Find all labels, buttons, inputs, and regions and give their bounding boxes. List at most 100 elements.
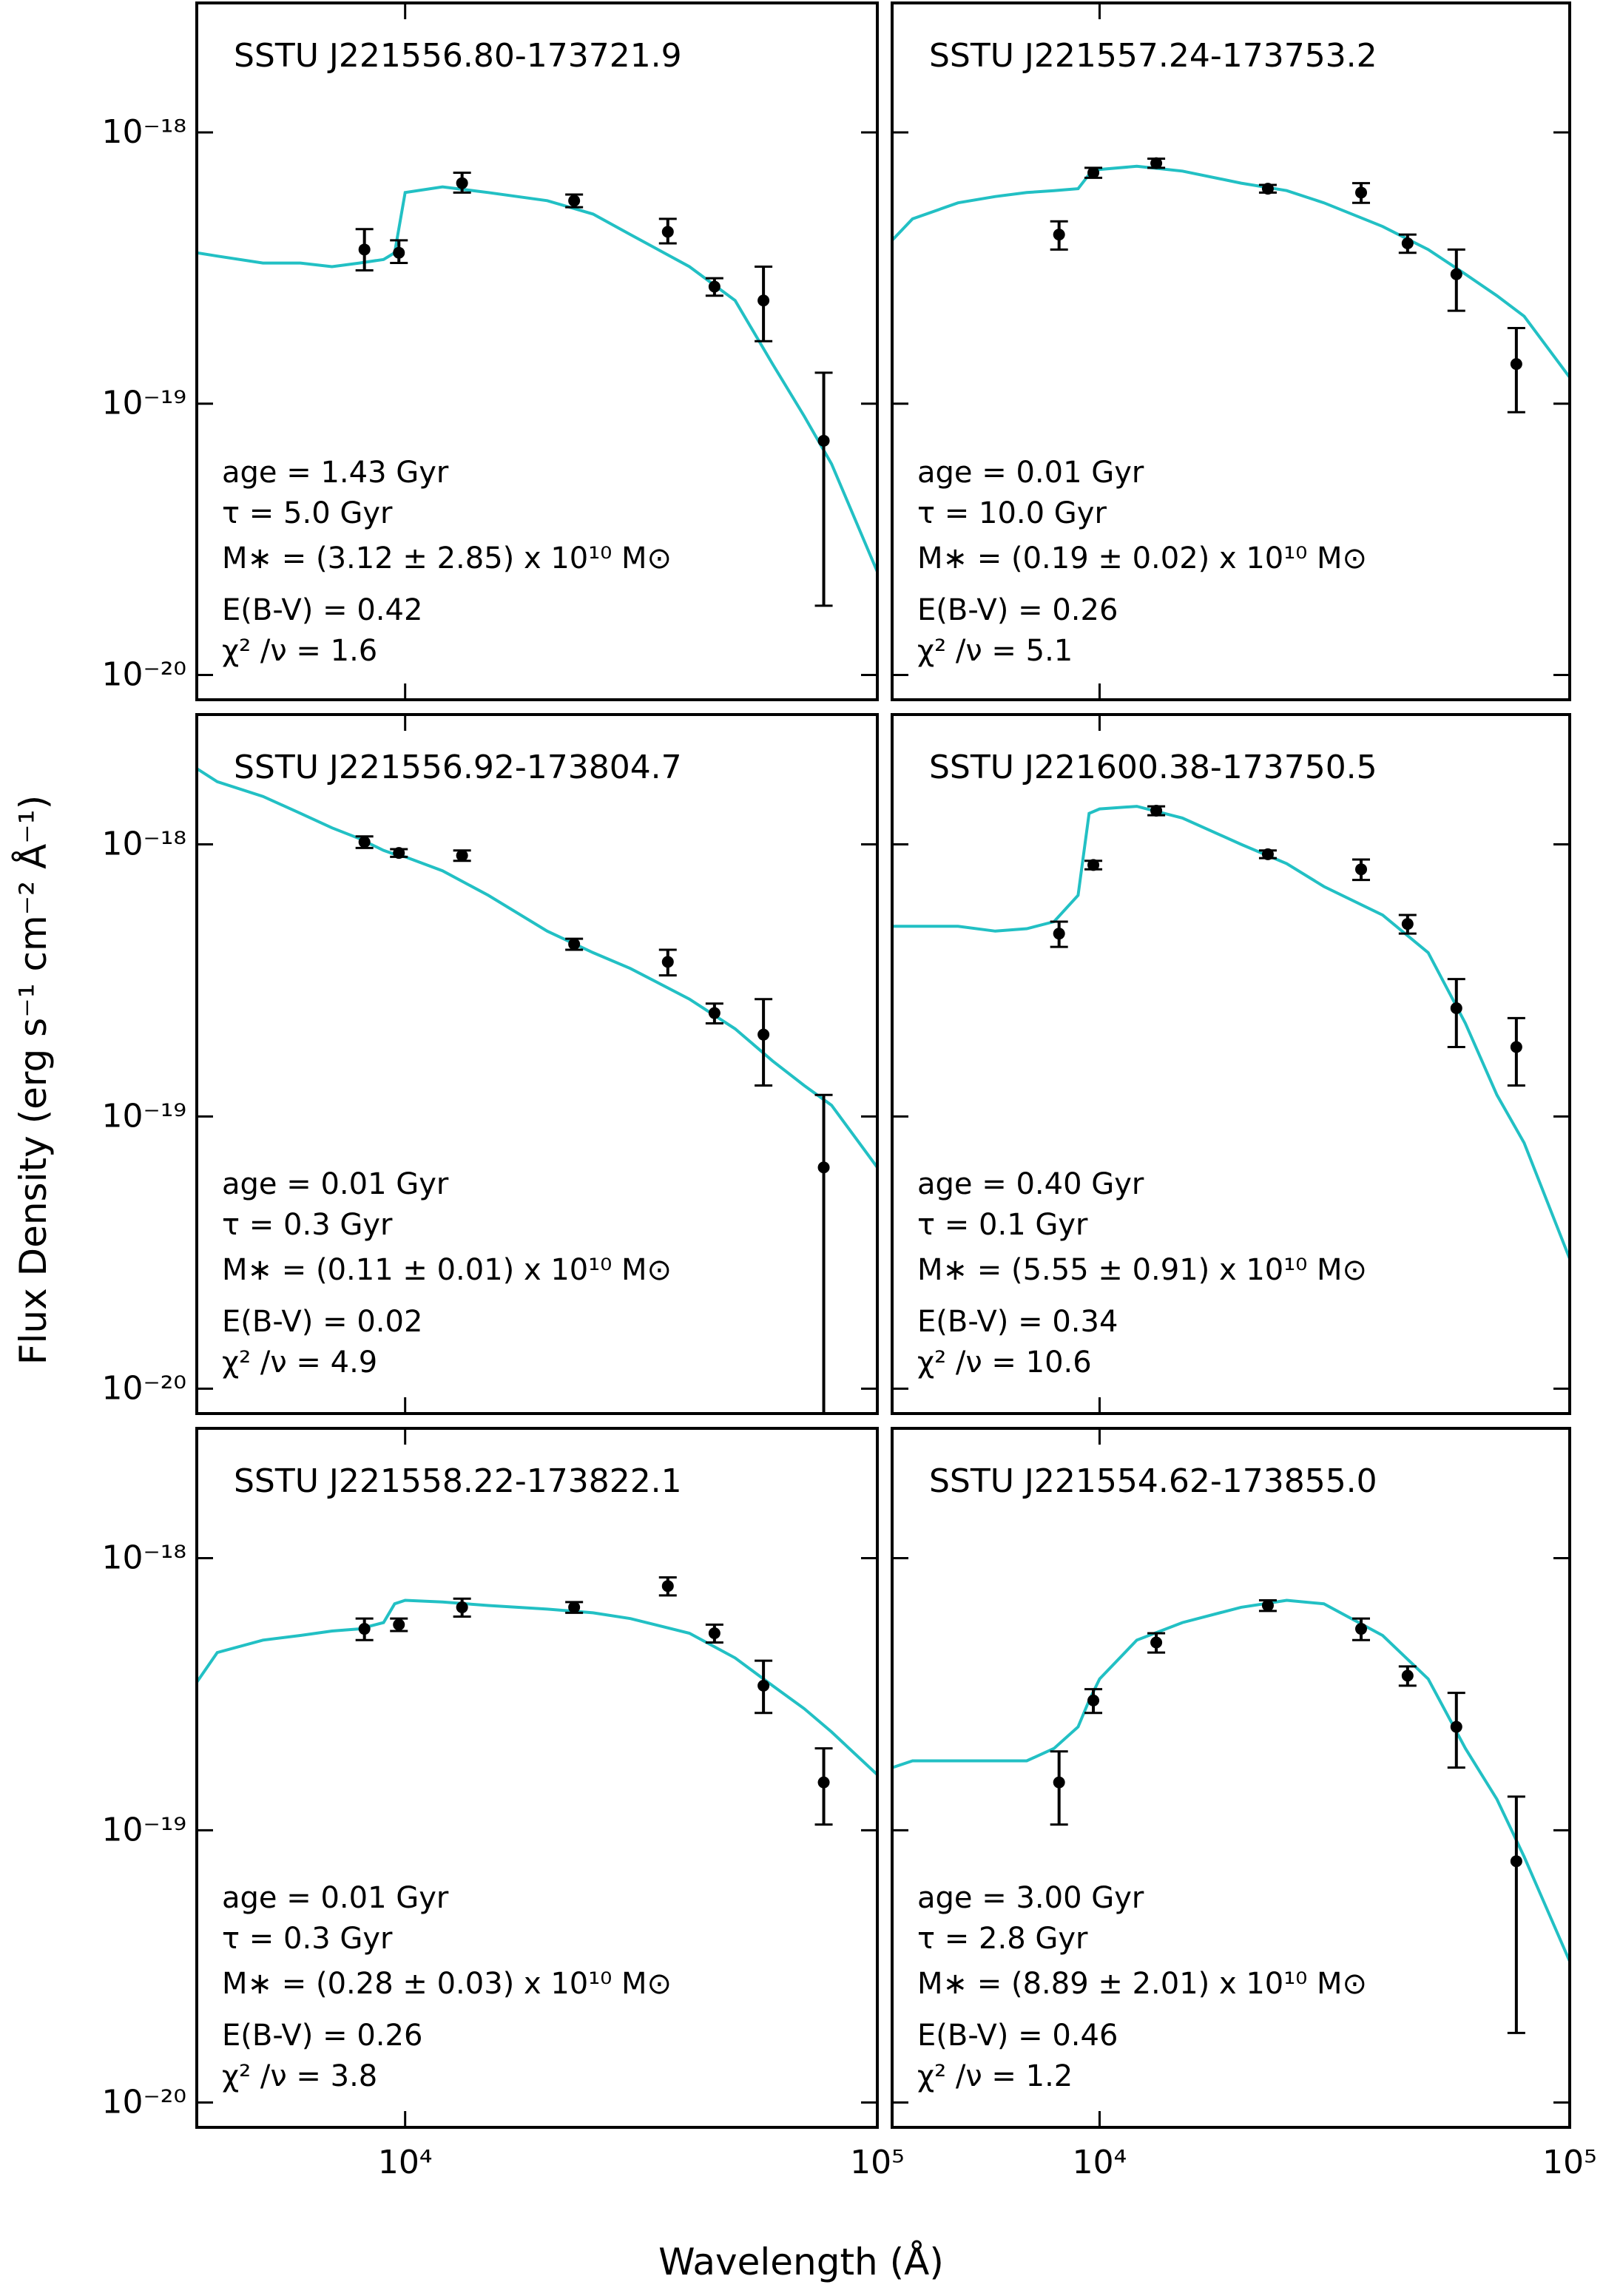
panel-frame <box>195 713 879 1415</box>
panel: SSTU J221600.38-173750.5 age = 0.40 Gyr τ … <box>891 713 1571 1415</box>
panel: 10⁴ 10⁵ SSTU J221554.62-173855.0 age = 3.00… <box>891 1427 1597 2181</box>
x-tick-label: 10⁴ <box>1073 2144 1127 2181</box>
data-point <box>817 1776 830 1789</box>
panel-title: SSTU J221557.24-173753.2 <box>929 37 1377 75</box>
annotation: E(B-V) = 0.46 <box>917 2019 1118 2053</box>
data-point <box>568 938 581 951</box>
annotation: E(B-V) = 0.26 <box>917 593 1118 627</box>
panel-title: SSTU J221554.62-173855.0 <box>929 1462 1377 1500</box>
annotation: τ = 10.0 Gyr <box>917 496 1107 530</box>
data-point <box>1261 1599 1274 1612</box>
plot-area <box>892 804 1570 1260</box>
panel: 10⁻²⁰ 10⁻¹⁹ 10⁻¹⁸ SSTU J221556.80-173721.9 a… <box>102 1 879 701</box>
data-point <box>358 836 371 848</box>
data-point <box>661 956 674 968</box>
annotation: χ² /ν = 5.1 <box>917 634 1073 668</box>
data-point <box>1087 859 1100 871</box>
panel-title: SSTU J221556.92-173804.7 <box>234 749 682 786</box>
panel-title: SSTU J221600.38-173750.5 <box>929 749 1377 786</box>
data-point <box>757 1679 770 1692</box>
plot-area <box>197 767 877 1414</box>
annotation: τ = 0.1 Gyr <box>917 1208 1088 1242</box>
annotation: τ = 0.3 Gyr <box>222 1208 393 1242</box>
model-line <box>197 767 877 1169</box>
panel: 10⁴ 10⁵ 10⁻²⁰ 10⁻¹⁹ 10⁻¹⁸ SSTU J221558.22-173… <box>102 1427 905 2181</box>
data-point <box>661 226 674 238</box>
data-point <box>1150 1636 1163 1649</box>
panel-title: SSTU J221556.80-173721.9 <box>234 37 682 75</box>
annotation: E(B-V) = 0.26 <box>222 2019 422 2053</box>
y-tick-label: 10⁻¹⁸ <box>102 1539 187 1577</box>
plot-area <box>892 157 1570 413</box>
y-tick-label: 10⁻¹⁹ <box>102 385 187 422</box>
annotation: χ² /ν = 1.2 <box>917 2059 1073 2093</box>
data-point <box>1053 1776 1065 1789</box>
data-point <box>456 1601 468 1613</box>
annotation: M∗ = (8.89 ± 2.01) x 10¹⁰ M⊙ <box>917 1967 1367 2001</box>
model-line <box>197 185 877 573</box>
data-point <box>1510 1855 1522 1868</box>
data-point <box>817 434 830 447</box>
annotation: τ = 5.0 Gyr <box>222 496 393 530</box>
data-point <box>568 195 581 207</box>
annotation: age = 3.00 Gyr <box>917 1881 1144 1915</box>
data-point <box>1053 229 1065 241</box>
plot-area <box>892 1598 1570 2034</box>
data-point <box>1261 848 1274 860</box>
x-axis-label: Wavelength (Å) <box>658 2241 944 2283</box>
data-point <box>661 1580 674 1593</box>
data-point <box>358 1623 371 1635</box>
plot-area <box>197 172 877 607</box>
data-point <box>1150 804 1163 817</box>
annotation: age = 0.01 Gyr <box>222 1881 449 1915</box>
annotation: M∗ = (5.55 ± 0.91) x 10¹⁰ M⊙ <box>917 1253 1367 1287</box>
panel-frame <box>891 713 1571 1415</box>
annotation: M∗ = (0.11 ± 0.01) x 10¹⁰ M⊙ <box>222 1253 672 1287</box>
data-point <box>456 849 468 862</box>
data-point <box>1510 1041 1522 1053</box>
x-tick-label: 10⁵ <box>1542 2144 1597 2181</box>
panel-frame <box>891 1427 1571 2129</box>
data-point <box>708 280 720 293</box>
y-tick-label: 10⁻¹⁸ <box>102 825 187 863</box>
annotation: χ² /ν = 10.6 <box>917 1345 1092 1380</box>
data-point <box>1355 186 1368 199</box>
data-point <box>393 1618 405 1631</box>
annotation: χ² /ν = 1.6 <box>222 634 377 668</box>
annotation: E(B-V) = 0.42 <box>222 593 422 627</box>
x-tick-label: 10⁴ <box>378 2144 433 2181</box>
model-line <box>197 1598 877 1776</box>
data-point <box>1401 237 1414 249</box>
panel: 10⁻²⁰ 10⁻¹⁹ 10⁻¹⁸ SSTU J221556.92-173804.7 a… <box>102 713 879 1415</box>
annotation: age = 1.43 Gyr <box>222 456 449 490</box>
panel-title: SSTU J221558.22-173822.1 <box>234 1462 682 1500</box>
data-point <box>817 1161 830 1174</box>
data-point <box>1150 157 1163 169</box>
annotation: M∗ = (3.12 ± 2.85) x 10¹⁰ M⊙ <box>222 541 672 575</box>
data-point <box>1355 1623 1368 1635</box>
data-point <box>708 1007 720 1019</box>
data-point <box>358 243 371 256</box>
annotation: age = 0.40 Gyr <box>917 1167 1144 1201</box>
data-point <box>708 1627 720 1639</box>
y-axis-label: Flux Density (erg s⁻¹ cm⁻² Å⁻¹) <box>12 795 55 1365</box>
data-point <box>393 246 405 259</box>
panel-frame <box>891 1 1571 701</box>
y-tick-label: 10⁻²⁰ <box>102 655 187 693</box>
annotation: age = 0.01 Gyr <box>222 1167 449 1201</box>
y-tick-label: 10⁻²⁰ <box>102 1369 187 1407</box>
data-point <box>757 1028 770 1041</box>
panel-frame <box>195 1 879 701</box>
annotation: M∗ = (0.28 ± 0.03) x 10¹⁰ M⊙ <box>222 1967 672 2001</box>
annotation: χ² /ν = 3.8 <box>222 2059 377 2093</box>
plot-area <box>197 1576 877 1826</box>
data-point <box>1450 1721 1462 1733</box>
annotation: E(B-V) = 0.02 <box>222 1305 422 1339</box>
data-point <box>1401 918 1414 931</box>
data-point <box>757 294 770 307</box>
model-line <box>892 1598 1570 1962</box>
data-point <box>456 177 468 189</box>
data-point <box>1053 928 1065 940</box>
annotation: χ² /ν = 4.9 <box>222 1345 377 1380</box>
